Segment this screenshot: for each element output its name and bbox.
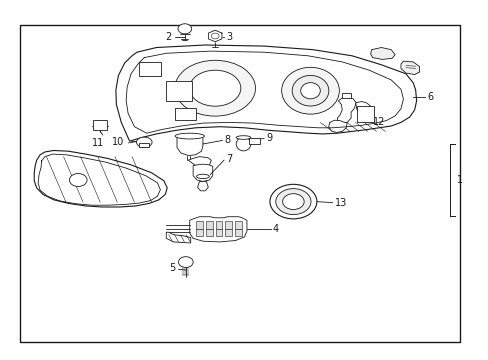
Text: 12: 12 [372, 117, 384, 127]
Polygon shape [337, 97, 355, 123]
Polygon shape [355, 102, 370, 113]
Bar [249, 138, 260, 144]
Circle shape [275, 189, 310, 215]
Bar [235, 221, 242, 229]
Ellipse shape [175, 133, 204, 139]
Bar [196, 221, 203, 229]
Polygon shape [34, 150, 167, 207]
FancyBboxPatch shape [175, 108, 195, 120]
Text: 2: 2 [164, 32, 171, 42]
Bar [342, 93, 350, 98]
Text: 10: 10 [112, 137, 124, 147]
Ellipse shape [175, 60, 255, 116]
Polygon shape [328, 120, 346, 132]
Ellipse shape [136, 137, 152, 147]
Polygon shape [370, 48, 394, 59]
Text: 11: 11 [91, 138, 104, 148]
FancyBboxPatch shape [166, 81, 191, 101]
Bar [225, 221, 232, 229]
Bar [235, 229, 242, 236]
FancyBboxPatch shape [356, 106, 373, 122]
Text: 5: 5 [168, 263, 175, 273]
Bar [225, 229, 232, 236]
FancyBboxPatch shape [93, 120, 106, 130]
Bar [215, 229, 222, 236]
Text: 6: 6 [427, 92, 433, 102]
Text: 9: 9 [265, 132, 272, 143]
Circle shape [178, 257, 193, 267]
Polygon shape [208, 30, 222, 42]
Polygon shape [400, 61, 419, 75]
Bar [139, 143, 149, 147]
Ellipse shape [300, 83, 320, 99]
Bar [205, 229, 212, 236]
Bar [196, 229, 203, 236]
Ellipse shape [189, 70, 240, 106]
Polygon shape [189, 217, 246, 242]
Polygon shape [116, 45, 416, 141]
Circle shape [269, 184, 316, 219]
Ellipse shape [292, 76, 328, 106]
Circle shape [69, 174, 87, 186]
Ellipse shape [236, 136, 250, 139]
Ellipse shape [196, 174, 209, 179]
Circle shape [178, 24, 191, 34]
FancyBboxPatch shape [139, 62, 161, 76]
Circle shape [282, 194, 304, 210]
Text: 8: 8 [224, 135, 230, 145]
Ellipse shape [236, 137, 250, 151]
Bar [20, 25, 459, 342]
Polygon shape [177, 136, 203, 156]
Polygon shape [197, 181, 208, 191]
Ellipse shape [281, 67, 339, 114]
Bar [215, 221, 222, 229]
Circle shape [211, 33, 219, 39]
Text: 7: 7 [225, 154, 232, 164]
Polygon shape [188, 157, 211, 167]
Bar [205, 221, 212, 229]
Polygon shape [166, 232, 190, 243]
Polygon shape [193, 164, 212, 181]
Text: 1: 1 [456, 175, 463, 185]
Text: 13: 13 [334, 198, 346, 208]
Text: 4: 4 [272, 224, 279, 234]
Text: 3: 3 [225, 32, 232, 42]
